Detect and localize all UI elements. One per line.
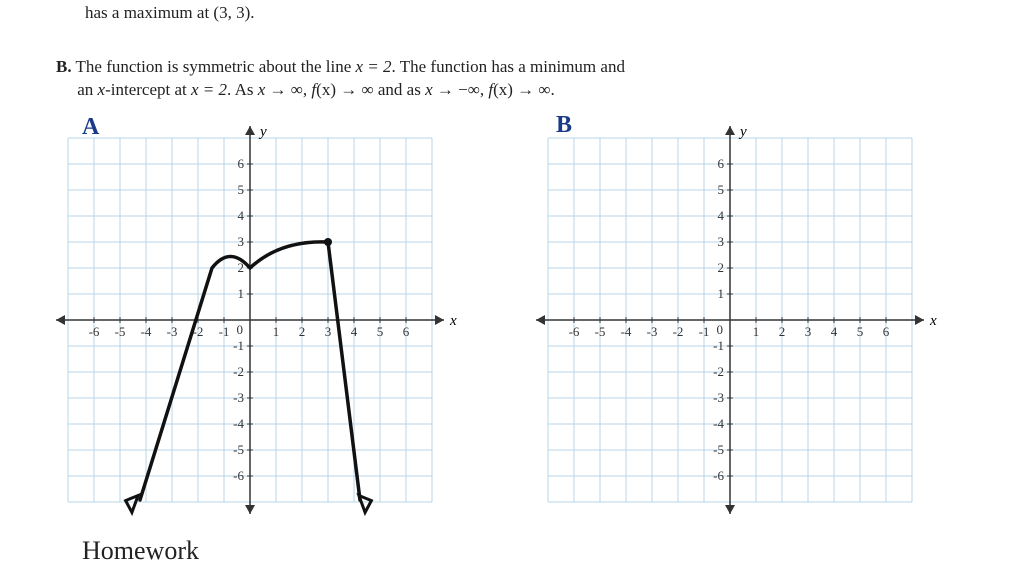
svg-text:x: x	[449, 313, 457, 329]
b-x: x	[98, 80, 106, 99]
svg-text:-3: -3	[233, 390, 244, 405]
svg-text:3: 3	[325, 324, 332, 339]
b-a4: → ∞.	[513, 80, 555, 99]
svg-text:6: 6	[403, 324, 410, 339]
svg-text:6: 6	[883, 324, 890, 339]
item-b: B. The function is symmetric about the l…	[56, 56, 956, 102]
b-a2: → ∞ and as	[336, 80, 425, 99]
svg-text:-3: -3	[167, 324, 178, 339]
svg-text:y: y	[738, 124, 747, 140]
item-a-text: has a maximum at (3, 3).	[85, 3, 255, 22]
svg-text:-6: -6	[713, 468, 724, 483]
b-t1: The function is symmetric about the line	[76, 57, 356, 76]
svg-text:-6: -6	[233, 468, 244, 483]
svg-text:3: 3	[718, 234, 725, 249]
svg-text:-3: -3	[647, 324, 658, 339]
svg-text:6: 6	[238, 156, 245, 171]
svg-text:1: 1	[718, 286, 725, 301]
svg-text:2: 2	[718, 260, 725, 275]
svg-text:5: 5	[377, 324, 384, 339]
svg-text:-4: -4	[713, 416, 724, 431]
svg-text:-5: -5	[595, 324, 606, 339]
b-fx2b: (x)	[493, 80, 513, 99]
svg-text:-2: -2	[713, 364, 724, 379]
b-t2: . The function has a minimum and	[392, 57, 625, 76]
svg-text:5: 5	[857, 324, 864, 339]
svg-text:0: 0	[237, 322, 244, 337]
svg-text:4: 4	[351, 324, 358, 339]
svg-text:-1: -1	[233, 338, 244, 353]
b-eq1: x = 2	[356, 57, 392, 76]
svg-text:-1: -1	[713, 338, 724, 353]
svg-text:4: 4	[718, 208, 725, 223]
b-x3: x	[425, 80, 433, 99]
grid-chart-b: -6-5-4-3-2-10123456123456-1-2-3-4-5-6yx	[520, 120, 960, 520]
svg-text:-2: -2	[233, 364, 244, 379]
b-t4: -intercept at	[105, 80, 191, 99]
svg-text:3: 3	[238, 234, 245, 249]
grid-chart-a: -6-5-4-3-2-10123456123456-1-2-3-4-5-6yx	[40, 120, 480, 520]
svg-text:-6: -6	[569, 324, 580, 339]
svg-text:y: y	[258, 124, 267, 140]
b-eq2: x = 2	[191, 80, 227, 99]
svg-text:-4: -4	[621, 324, 632, 339]
b-t3: an	[77, 80, 97, 99]
svg-text:1: 1	[238, 286, 245, 301]
b-a3: → −∞,	[433, 80, 489, 99]
svg-text:-1: -1	[219, 324, 230, 339]
svg-text:4: 4	[831, 324, 838, 339]
svg-text:1: 1	[753, 324, 760, 339]
item-b-label: B.	[56, 57, 72, 76]
svg-text:1: 1	[273, 324, 280, 339]
item-a-partial: has a maximum at (3, 3).	[85, 2, 255, 25]
svg-text:6: 6	[718, 156, 725, 171]
svg-text:-5: -5	[713, 442, 724, 457]
svg-text:4: 4	[238, 208, 245, 223]
svg-text:2: 2	[779, 324, 786, 339]
svg-text:5: 5	[718, 182, 725, 197]
svg-text:-3: -3	[713, 390, 724, 405]
b-fx1b: (x)	[316, 80, 336, 99]
svg-text:5: 5	[238, 182, 245, 197]
svg-text:-4: -4	[233, 416, 244, 431]
svg-text:-5: -5	[233, 442, 244, 457]
b-t5: . As	[227, 80, 258, 99]
svg-text:x: x	[929, 313, 937, 329]
svg-text:0: 0	[717, 322, 724, 337]
svg-text:-1: -1	[699, 324, 710, 339]
svg-text:2: 2	[299, 324, 306, 339]
svg-text:3: 3	[805, 324, 812, 339]
svg-text:-4: -4	[141, 324, 152, 339]
hand-homework: Homework	[82, 536, 199, 566]
svg-text:-6: -6	[89, 324, 100, 339]
svg-text:-5: -5	[115, 324, 126, 339]
svg-text:-2: -2	[673, 324, 684, 339]
b-a1: → ∞,	[265, 80, 311, 99]
